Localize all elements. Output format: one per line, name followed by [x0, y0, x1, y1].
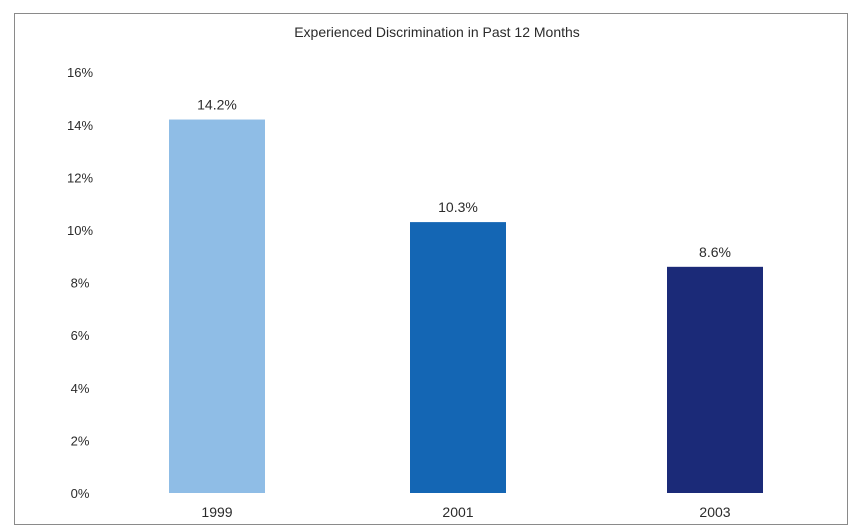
y-tick-label: 0%	[71, 486, 90, 501]
y-axis-ticks: 0% 2% 4% 6% 8% 10% 12% 14% 16%	[67, 65, 93, 501]
chart-title: Experienced Discrimination in Past 12 Mo…	[294, 24, 580, 40]
bars	[169, 119, 763, 494]
x-tick-label-2003: 2003	[699, 504, 730, 520]
x-tick-label-2001: 2001	[442, 504, 473, 520]
y-tick-label: 6%	[71, 328, 90, 343]
bar-1999	[169, 119, 265, 493]
y-tick-label: 4%	[71, 381, 90, 396]
data-label-2003: 8.6%	[699, 244, 731, 260]
data-label-2001: 10.3%	[438, 199, 478, 215]
y-tick-label: 12%	[67, 170, 93, 185]
y-tick-label: 14%	[67, 118, 93, 133]
x-axis-labels: 1999 2001 2003	[201, 504, 730, 520]
x-tick-label-1999: 1999	[201, 504, 232, 520]
bar-2003	[667, 266, 763, 493]
y-tick-label: 8%	[71, 276, 90, 291]
y-tick-label: 16%	[67, 65, 93, 80]
data-label-1999: 14.2%	[197, 97, 237, 113]
bar-2001	[410, 222, 506, 494]
y-tick-label: 10%	[67, 223, 93, 238]
data-labels: 14.2% 10.3% 8.6%	[197, 97, 731, 260]
y-tick-label: 2%	[71, 433, 90, 448]
